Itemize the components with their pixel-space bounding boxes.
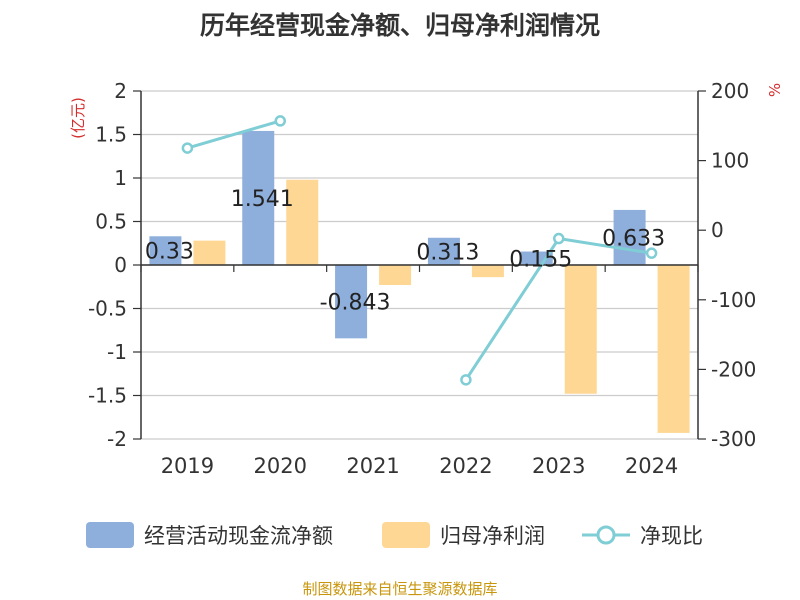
bar-data-labels: 0.33 1.541 -0.843 0.313 0.155 0.633 <box>145 187 665 316</box>
left-axis-ticks: 2 1.5 1 0.5 0 -0.5 -1 -1.5 -2 <box>88 79 141 451</box>
ratio-point <box>181 142 194 154</box>
legend-profit-swatch <box>382 522 430 548</box>
source-note: 制图数据来自恒生聚源数据库 <box>302 580 498 598</box>
right-tick-label: 100 <box>711 149 749 173</box>
left-tick-label: 2 <box>114 79 127 103</box>
x-tick-label: 2022 <box>439 454 492 478</box>
ratio-point <box>645 247 658 259</box>
profit-bar <box>657 265 690 433</box>
ratio-point <box>460 374 472 386</box>
right-tick-label: 0 <box>711 218 724 242</box>
ratio-point <box>274 115 286 127</box>
left-tick-label: -0.5 <box>88 297 127 321</box>
right-tick-label: -200 <box>711 357 756 381</box>
x-tick-label: 2023 <box>532 454 585 478</box>
cashflow-bar <box>149 236 182 265</box>
right-tick-label: -100 <box>711 288 756 312</box>
legend-cashflow-swatch <box>86 522 134 548</box>
y-axis-unit-label: (亿元) <box>69 97 87 139</box>
bar-series <box>149 130 690 433</box>
cashflow-bar <box>242 130 275 265</box>
legend-ratio[interactable]: 净现比 <box>582 518 703 552</box>
ratio-line <box>186 119 281 150</box>
cashflow-data-label: 0.633 <box>602 226 665 251</box>
profit-bar <box>471 265 504 278</box>
x-tick-label: 2019 <box>161 454 214 478</box>
gridlines <box>141 90 698 440</box>
profit-bar <box>564 265 597 394</box>
legend-cashflow[interactable]: 经营活动现金流净额 <box>86 518 333 552</box>
x-axis-labels: 2019 2020 2021 2022 2023 2024 <box>161 454 679 478</box>
x-tick-label: 2024 <box>625 454 678 478</box>
left-tick-label: -1.5 <box>88 384 127 408</box>
cashflow-bar <box>427 237 460 265</box>
profit-bar <box>379 265 412 286</box>
cashflow-data-label: 1.541 <box>231 187 294 212</box>
ratio-line-series <box>181 115 658 386</box>
cashflow-data-label: 0.33 <box>145 240 194 265</box>
cashflow-bar <box>335 265 368 339</box>
ratio-point <box>553 232 565 245</box>
legend-profit[interactable]: 归母净利润 <box>382 518 545 552</box>
profit-bar <box>286 179 319 265</box>
left-tick-label: 1 <box>114 166 127 190</box>
legend-profit-label: 归母净利润 <box>440 524 545 548</box>
cashflow-data-label: 0.313 <box>416 240 479 265</box>
right-tick-label: 200 <box>711 79 749 103</box>
y2-axis-unit-label: % <box>766 83 784 97</box>
chart-title: 历年经营现金净额、归母净利润情况 <box>199 11 600 40</box>
right-tick-label: -300 <box>711 427 756 451</box>
right-axis-ticks: 200 100 0 -100 -200 -300 <box>698 79 756 451</box>
cashflow-bar <box>613 209 646 265</box>
x-tick-label: 2020 <box>254 454 307 478</box>
legend-cashflow-label: 经营活动现金流净额 <box>144 524 333 548</box>
cashflow-data-label: 0.155 <box>509 247 572 272</box>
left-tick-label: -2 <box>107 427 127 451</box>
x-tick-label: 2021 <box>346 454 399 478</box>
left-tick-label: 1.5 <box>95 123 127 147</box>
legend-ratio-swatch <box>582 525 630 545</box>
legend-ratio-label: 净现比 <box>640 524 703 548</box>
left-tick-label: 0 <box>114 253 127 277</box>
left-tick-label: 0.5 <box>95 210 127 234</box>
cashflow-data-label: -0.843 <box>320 291 391 316</box>
profit-bar <box>193 240 226 265</box>
left-tick-label: -1 <box>107 340 127 364</box>
